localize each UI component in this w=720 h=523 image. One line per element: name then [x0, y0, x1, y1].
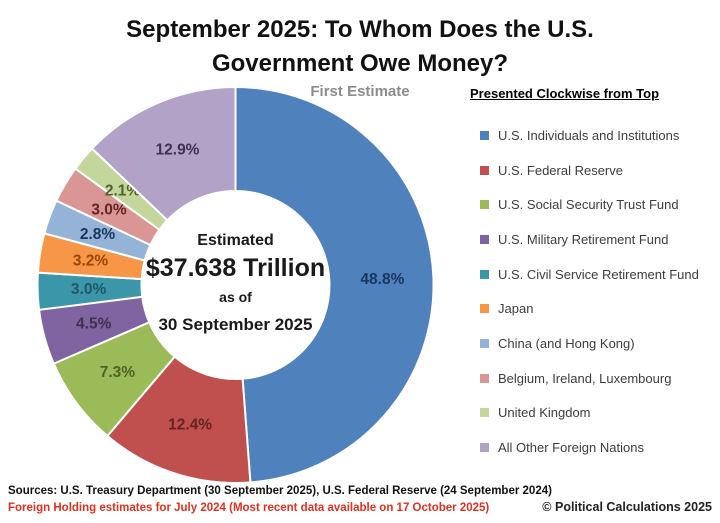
chart-title-line2: Government Owe Money?	[211, 50, 509, 77]
legend-swatch	[480, 269, 489, 279]
legend-item: U.S. Military Retirement Fund	[470, 222, 716, 257]
slice-percent-label: 7.3%	[100, 364, 136, 381]
legend-item-label: U.S. Civil Service Retirement Fund	[498, 266, 699, 282]
donut-center-text: Estimated $37.638 Trillion as of 30 Sept…	[115, 230, 356, 340]
center-line-asof: as of	[219, 289, 252, 305]
footer-note: Foreign Holding estimates for July 2024 …	[8, 502, 490, 514]
legend-list: U.S. Individuals and Institutions U.S. Fe…	[470, 118, 716, 465]
legend-swatch	[480, 338, 489, 348]
legend-item-label: U.S. Individuals and Institutions	[498, 127, 680, 143]
chart-subtitle: First Estimate	[310, 83, 410, 100]
legend-item: U.S. Social Security Trust Fund	[470, 187, 716, 222]
slice-percent-label: 3.0%	[71, 281, 107, 298]
legend-item-label: U.S. Social Security Trust Fund	[498, 197, 679, 213]
footer-sources: Sources: U.S. Treasury Department (30 Se…	[8, 485, 552, 497]
legend-item-label: All Other Foreign Nations	[498, 440, 644, 456]
legend-item: U.S. Federal Reserve	[470, 153, 716, 188]
legend-item: Japan	[470, 291, 716, 326]
legend-item: Belgium, Ireland, Luxembourg	[470, 361, 716, 396]
legend-header: Presented Clockwise from Top	[470, 86, 660, 101]
slice-percent-label: 3.0%	[91, 202, 127, 219]
legend-item: U.S. Individuals and Institutions	[470, 118, 716, 153]
slice-percent-label: 3.2%	[73, 253, 109, 270]
legend-item: China (and Hong Kong)	[470, 326, 716, 361]
slice-percent-label: 48.8%	[360, 271, 404, 288]
chart-title: September 2025: To Whom Does the U.S. Go…	[0, 13, 720, 81]
center-line-estimated: Estimated	[197, 232, 274, 249]
legend-swatch	[480, 130, 489, 140]
legend-item-label: Belgium, Ireland, Luxembourg	[498, 370, 672, 386]
legend-swatch	[480, 234, 489, 244]
legend-item-label: China (and Hong Kong)	[498, 335, 635, 351]
legend-swatch	[480, 304, 489, 314]
slice-percent-label: 4.5%	[76, 315, 112, 332]
legend-swatch	[480, 408, 489, 418]
legend-item-label: Japan	[498, 301, 534, 317]
footer-copyright: © Political Calculations 2025	[542, 500, 712, 514]
legend: Presented Clockwise from Top U.S. Indivi…	[470, 86, 716, 465]
donut-slice-1	[234, 86, 435, 484]
slice-percent-label: 12.9%	[156, 141, 200, 158]
legend-item-label: United Kingdom	[498, 405, 591, 421]
legend-swatch	[480, 165, 489, 175]
legend-item: United Kingdom	[470, 396, 716, 431]
legend-swatch	[480, 443, 489, 453]
legend-item-label: U.S. Federal Reserve	[498, 162, 623, 178]
center-line-date: 30 September 2025	[158, 315, 313, 334]
donut-slice-10	[91, 86, 237, 222]
legend-swatch	[480, 200, 489, 210]
legend-item: U.S. Civil Service Retirement Fund	[470, 257, 716, 292]
legend-item: All Other Foreign Nations	[470, 430, 716, 465]
chart-title-line1: September 2025: To Whom Does the U.S.	[126, 16, 594, 43]
slice-percent-label: 2.8%	[80, 226, 116, 243]
legend-item-label: U.S. Military Retirement Fund	[498, 231, 669, 247]
legend-swatch	[480, 373, 489, 383]
center-line-total: $37.638 Trillion	[145, 254, 326, 282]
slice-percent-label: 12.4%	[168, 416, 212, 433]
